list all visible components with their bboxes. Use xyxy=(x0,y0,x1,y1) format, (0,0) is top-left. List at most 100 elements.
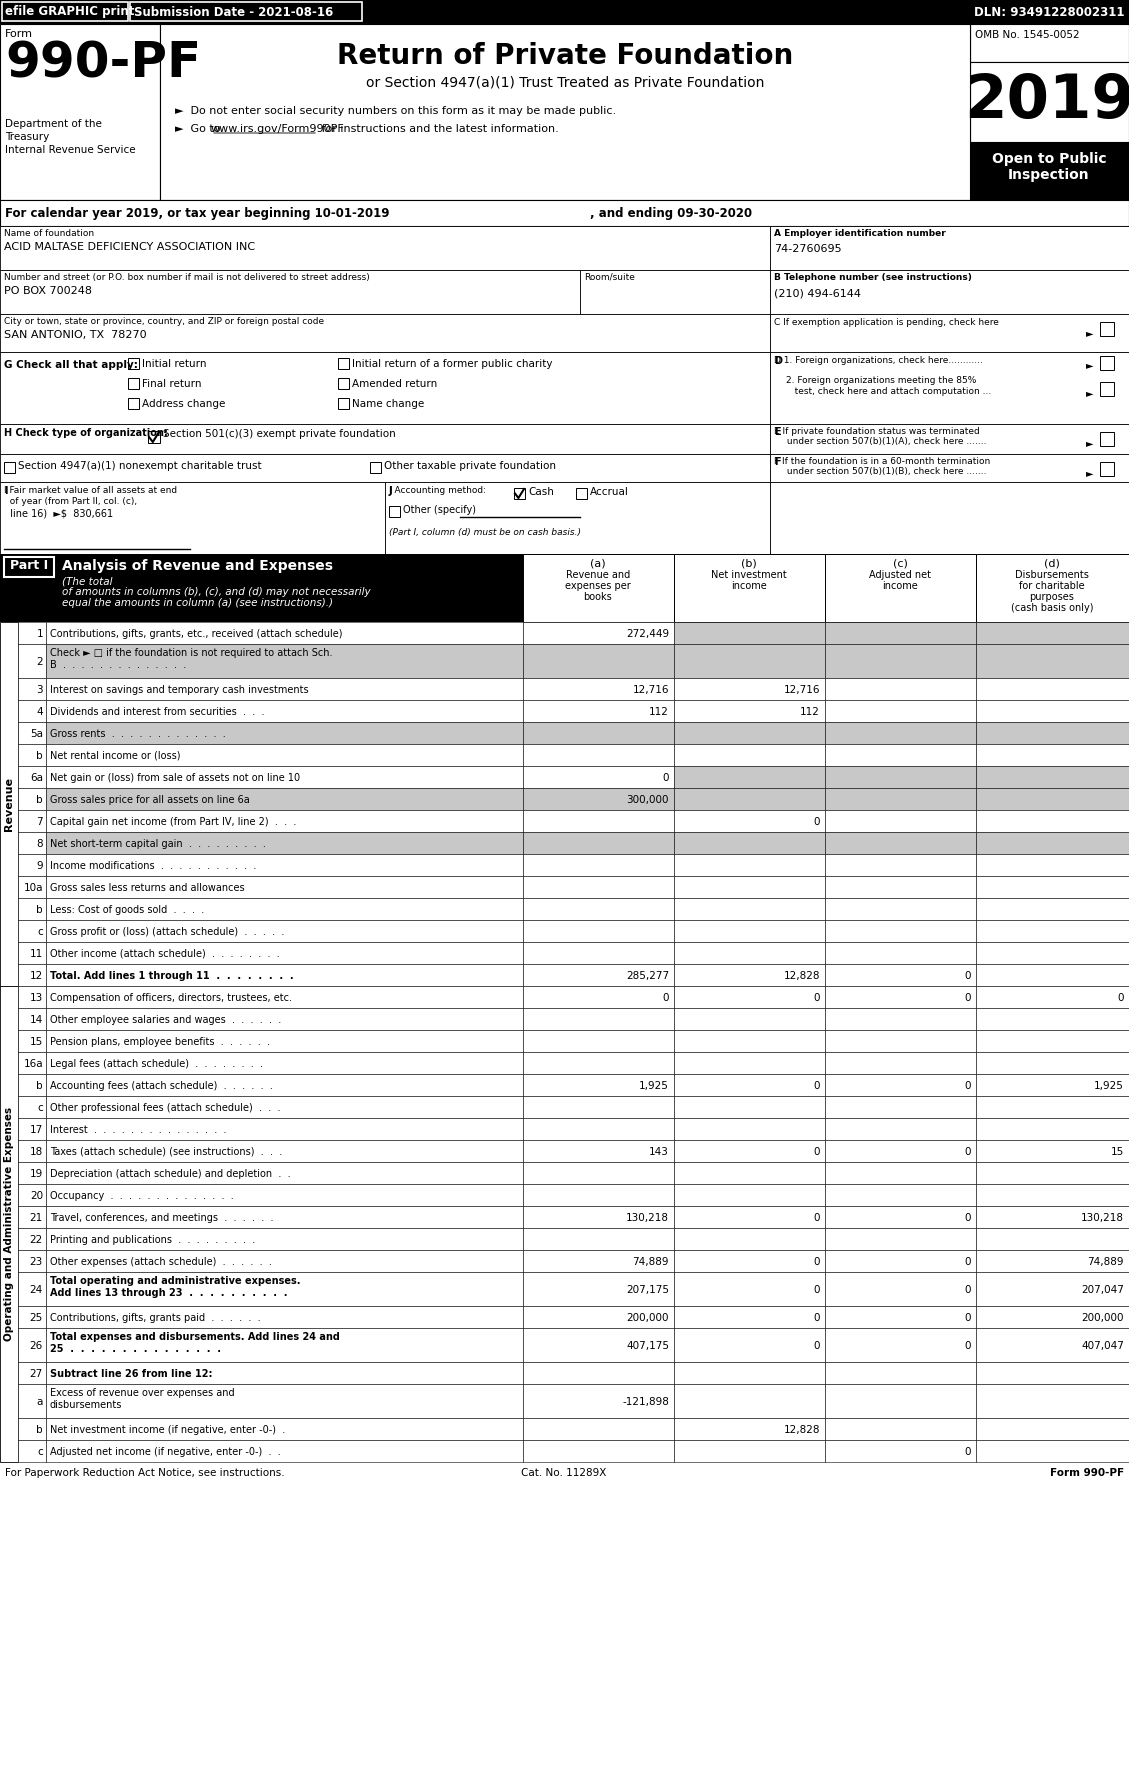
Bar xyxy=(975,1327,1129,1361)
Text: 200,000: 200,000 xyxy=(1082,1313,1124,1324)
Bar xyxy=(770,454,1129,481)
Text: 2: 2 xyxy=(36,657,43,667)
Text: Open to Public
Inspection: Open to Public Inspection xyxy=(991,152,1106,182)
Bar xyxy=(674,1184,825,1206)
Text: 0: 0 xyxy=(964,1447,971,1456)
Text: , and ending 09-30-2020: , and ending 09-30-2020 xyxy=(590,208,752,220)
Text: Cash: Cash xyxy=(528,487,554,497)
Bar xyxy=(975,1007,1129,1030)
Text: Gross profit or (loss) (attach schedule)  .  .  .  .  .: Gross profit or (loss) (attach schedule)… xyxy=(50,927,285,937)
Bar xyxy=(825,1073,975,1097)
Text: Capital gain net income (from Part IV, line 2)  .  .  .: Capital gain net income (from Part IV, l… xyxy=(50,818,297,827)
Text: 407,047: 407,047 xyxy=(1082,1342,1124,1351)
Text: 10a: 10a xyxy=(24,884,43,893)
Text: 74-2760695: 74-2760695 xyxy=(774,243,841,254)
Bar xyxy=(580,270,770,315)
Text: 0: 0 xyxy=(964,1342,971,1351)
Bar xyxy=(46,1118,523,1140)
Text: Net short-term capital gain  .  .  .  .  .  .  .  .  .: Net short-term capital gain . . . . . . … xyxy=(50,839,265,850)
Bar xyxy=(46,832,523,853)
Text: 20: 20 xyxy=(29,1191,43,1200)
Bar xyxy=(370,462,380,472)
Bar xyxy=(523,1385,674,1419)
Text: b: b xyxy=(36,1081,43,1091)
Bar xyxy=(975,1227,1129,1251)
Bar xyxy=(1100,462,1114,476)
Text: I Fair market value of all assets at end: I Fair market value of all assets at end xyxy=(5,487,177,496)
Bar xyxy=(18,1385,46,1419)
Text: Less: Cost of goods sold  .  .  .  .: Less: Cost of goods sold . . . . xyxy=(50,905,204,914)
Bar xyxy=(46,723,523,744)
Bar xyxy=(674,1052,825,1073)
Bar xyxy=(975,943,1129,964)
Bar xyxy=(18,1272,46,1306)
Text: 13: 13 xyxy=(29,993,43,1004)
Bar xyxy=(160,23,970,200)
Bar xyxy=(18,1251,46,1272)
Bar xyxy=(46,898,523,920)
Bar xyxy=(338,377,349,388)
Bar xyxy=(770,225,1129,270)
Bar xyxy=(46,1251,523,1272)
Text: Contributions, gifts, grants paid  .  .  .  .  .  .: Contributions, gifts, grants paid . . . … xyxy=(50,1313,261,1324)
Bar xyxy=(128,358,139,369)
Text: Travel, conferences, and meetings  .  .  .  .  .  .: Travel, conferences, and meetings . . . … xyxy=(50,1213,273,1224)
Bar xyxy=(18,853,46,877)
Bar xyxy=(46,920,523,943)
Bar xyxy=(46,1227,523,1251)
Bar xyxy=(46,1140,523,1163)
Bar xyxy=(523,555,674,623)
Text: Section 4947(a)(1) nonexempt charitable trust: Section 4947(a)(1) nonexempt charitable … xyxy=(18,462,262,471)
Text: Dividends and interest from securities  .  .  .: Dividends and interest from securities .… xyxy=(50,707,264,717)
Text: 15: 15 xyxy=(29,1038,43,1047)
Bar xyxy=(674,1272,825,1306)
Text: Total expenses and disbursements. Add lines 24 and: Total expenses and disbursements. Add li… xyxy=(50,1333,340,1342)
Text: Submission Date - 2021-08-16: Submission Date - 2021-08-16 xyxy=(134,5,333,18)
Bar xyxy=(825,1052,975,1073)
Text: 11: 11 xyxy=(29,948,43,959)
Bar xyxy=(523,1030,674,1052)
Bar xyxy=(975,1419,1129,1440)
Bar xyxy=(18,877,46,898)
Bar xyxy=(46,1306,523,1327)
Bar xyxy=(674,1419,825,1440)
Bar xyxy=(46,1361,523,1385)
Bar xyxy=(674,1251,825,1272)
Text: 0: 0 xyxy=(814,1147,820,1157)
Bar xyxy=(825,1163,975,1184)
Bar xyxy=(975,787,1129,810)
Bar xyxy=(674,877,825,898)
Text: 16a: 16a xyxy=(24,1059,43,1070)
Text: Disbursements: Disbursements xyxy=(1015,571,1089,580)
Bar xyxy=(18,1073,46,1097)
Text: J Accounting method:: J Accounting method: xyxy=(390,487,485,496)
Bar xyxy=(825,920,975,943)
Text: 74,889: 74,889 xyxy=(632,1258,669,1267)
Bar xyxy=(0,200,1129,225)
Bar xyxy=(825,1140,975,1163)
Bar xyxy=(46,1327,523,1361)
Bar xyxy=(1100,431,1114,445)
Text: income: income xyxy=(882,581,918,590)
Bar xyxy=(0,986,18,1462)
Bar xyxy=(975,1052,1129,1073)
Text: 6a: 6a xyxy=(30,773,43,784)
Text: 130,218: 130,218 xyxy=(625,1213,669,1224)
Text: Address change: Address change xyxy=(142,399,226,410)
Bar xyxy=(0,424,770,454)
Text: 0: 0 xyxy=(964,1081,971,1091)
Text: (210) 494-6144: (210) 494-6144 xyxy=(774,288,861,299)
Text: Interest  .  .  .  .  .  .  .  .  .  .  .  .  .  .  .: Interest . . . . . . . . . . . . . . . xyxy=(50,1125,227,1134)
Bar xyxy=(1100,356,1114,370)
Text: E: E xyxy=(774,428,780,437)
Bar xyxy=(975,1118,1129,1140)
Bar xyxy=(5,462,15,472)
Text: Initial return: Initial return xyxy=(142,360,207,369)
Text: 15: 15 xyxy=(1111,1147,1124,1157)
Text: ACID MALTASE DEFICIENCY ASSOCIATION INC: ACID MALTASE DEFICIENCY ASSOCIATION INC xyxy=(5,242,255,252)
Text: 0: 0 xyxy=(964,993,971,1004)
Bar xyxy=(825,853,975,877)
Bar xyxy=(975,1140,1129,1163)
Bar xyxy=(825,1030,975,1052)
Text: (b): (b) xyxy=(741,558,756,567)
